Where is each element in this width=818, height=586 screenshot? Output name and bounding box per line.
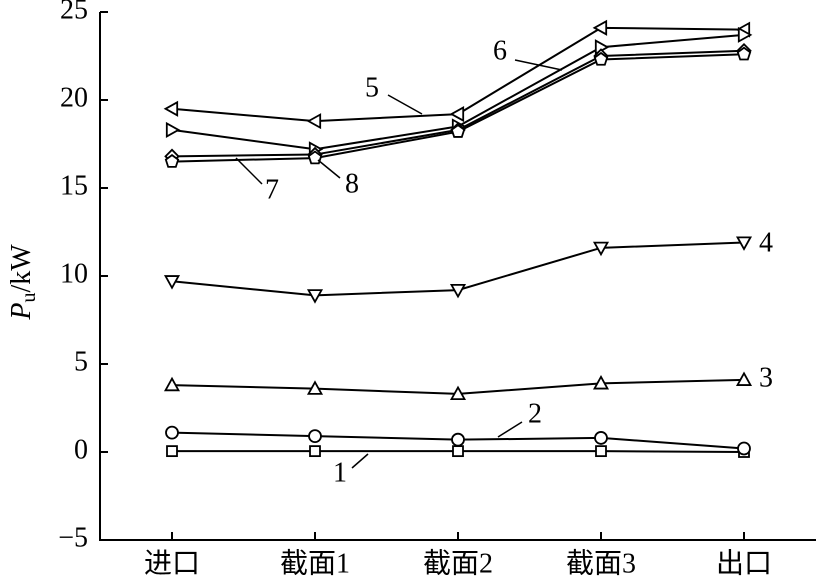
marker [592,241,610,257]
series-label: 5 [365,72,379,103]
y-axis-label: Pu/kW [6,244,39,321]
series-line [171,49,745,158]
series-label: 6 [493,35,507,66]
y-tick-label: −5 [58,522,88,553]
y-label-unit: /kW [6,244,37,293]
series-line [171,53,745,163]
marker [165,121,181,138]
series-label: 1 [333,457,347,488]
leader-line [387,94,423,115]
y-tick-label: 20 [60,82,88,113]
series-label: 4 [759,227,773,258]
marker [166,445,178,458]
marker [592,19,608,36]
y-tick-label: 5 [74,346,88,377]
x-tick-label: 截面3 [566,547,636,579]
marker [452,445,464,458]
series-label: 7 [265,174,279,205]
leader-line [317,159,341,179]
series-label: 2 [528,398,542,429]
marker [163,376,181,392]
marker [165,425,179,440]
marker [306,289,324,304]
marker [164,153,180,168]
leader-line [497,421,523,438]
y-tick-label: 25 [60,0,88,25]
marker [306,113,322,130]
marker [736,46,752,61]
marker [308,429,322,444]
marker [593,51,609,66]
marker [592,375,610,390]
marker [449,283,467,299]
series-label: 8 [345,168,359,199]
marker [735,236,753,251]
y-tick-label: 10 [60,258,88,289]
marker [735,371,753,386]
marker [737,441,751,456]
marker [594,431,608,445]
leader-line [351,453,369,469]
series-label: 3 [759,362,773,393]
marker [163,275,181,290]
leader-line [514,59,563,71]
y-tick-label: 15 [60,170,88,201]
marker [306,380,324,395]
marker [309,445,321,458]
x-tick-label: 出口 [716,547,772,579]
leader-line [235,157,263,185]
marker [595,445,607,458]
marker [449,106,465,123]
x-tick-label: 截面1 [280,547,350,579]
marker [450,124,466,138]
y-label-subscript: u [18,293,40,303]
x-tick-label: 截面2 [423,547,493,579]
marker [449,385,467,401]
y-tick-label: 0 [74,434,88,465]
x-tick-label: 进口 [144,548,200,579]
marker [163,100,179,117]
marker [451,432,465,447]
y-label-symbol: P [6,303,37,321]
marker [737,26,753,43]
